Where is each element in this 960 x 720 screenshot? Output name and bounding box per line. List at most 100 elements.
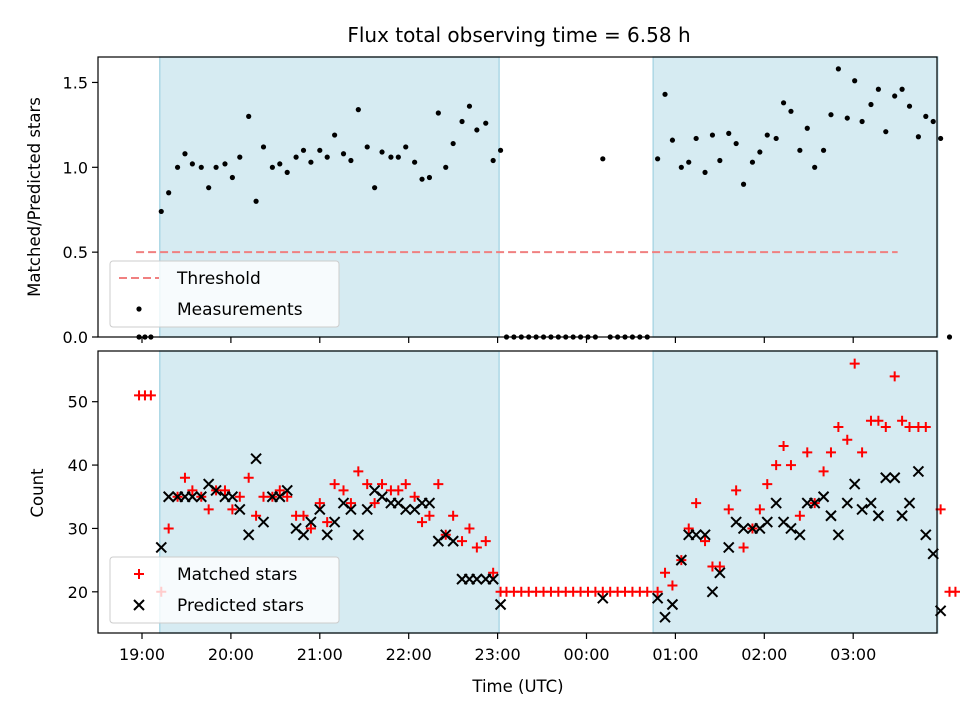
measurement-point	[923, 113, 929, 119]
predicted-stars-point	[903, 497, 916, 509]
measurement-point	[812, 164, 818, 170]
measurement-point	[332, 132, 338, 138]
measurement-point	[198, 164, 204, 170]
measurement-point	[459, 118, 465, 125]
matched-stars-point	[227, 504, 238, 515]
measurement-point	[686, 159, 692, 165]
measurement-point	[174, 164, 181, 170]
measurement-point	[844, 115, 850, 121]
measurement-point	[859, 118, 865, 125]
matched-stars-point	[714, 561, 725, 572]
matched-stars-point	[849, 358, 860, 369]
matched-stars-point	[400, 479, 411, 490]
measurement-point	[412, 159, 418, 165]
measurement-point	[426, 174, 433, 181]
matched-stars-point	[305, 523, 316, 534]
matched-stars-point	[322, 517, 333, 528]
predicted-stars-point	[423, 497, 436, 509]
matched-stars-point	[314, 498, 325, 509]
matched-stars-point	[842, 434, 853, 445]
legend-label: Matched stars	[177, 565, 297, 585]
measurement-point	[308, 159, 314, 165]
measurement-point	[284, 169, 290, 175]
matched-stars-point	[179, 472, 190, 483]
measurement-point	[395, 154, 401, 160]
matched-stars-point	[762, 479, 773, 490]
matched-stars-point	[362, 479, 373, 490]
x-tick-label: 01:00	[652, 645, 698, 664]
measurement-point	[222, 161, 228, 167]
predicted-stars-point	[155, 541, 167, 554]
x-tick-label: 23:00	[475, 645, 521, 664]
matched-stars-point	[825, 447, 836, 458]
predicted-stars-point	[210, 484, 222, 497]
predicted-stars-point	[494, 598, 507, 611]
predicted-stars-point	[487, 573, 499, 585]
measurement-point	[780, 100, 787, 106]
predicted-stars-point	[314, 503, 326, 516]
measurement-point	[930, 118, 936, 125]
measurement-point	[868, 101, 874, 108]
matched-stars-point	[258, 491, 269, 502]
matched-stars-point	[251, 510, 262, 521]
matched-stars-point	[329, 479, 340, 490]
predicted-stars-point	[361, 503, 373, 516]
matched-stars-point	[691, 498, 702, 509]
measurement-point	[403, 144, 409, 150]
bottom-legend: Matched stars Predicted stars	[109, 556, 340, 624]
predicted-stars-point	[242, 529, 255, 541]
measurement-point	[820, 147, 827, 153]
legend-label: Threshold	[176, 269, 261, 289]
measurement-point	[158, 208, 164, 215]
measurement-point	[702, 169, 708, 175]
legend-label: Predicted stars	[177, 596, 304, 616]
top-y-tick-label: 0.5	[63, 243, 88, 262]
matched-stars-point	[464, 523, 475, 534]
matched-stars-point	[904, 422, 915, 433]
predicted-stars-point	[920, 529, 932, 541]
measurement-point	[379, 149, 385, 155]
top-shaded-interval-2	[652, 56, 939, 338]
predicted-stars-point	[856, 503, 868, 516]
matched-stars-point	[243, 472, 254, 483]
matched-stars-point	[642, 586, 653, 597]
predicted-stars-point	[865, 497, 877, 509]
predicted-stars-point	[345, 503, 357, 516]
predicted-stars-point	[675, 554, 688, 566]
legend-box	[109, 556, 340, 624]
measurement-point	[474, 127, 480, 133]
x-tick-label: 02:00	[741, 645, 787, 664]
x-tick-label: 20:00	[208, 645, 254, 664]
measurement-point	[300, 147, 307, 153]
predicted-stars-point	[659, 611, 671, 623]
predicted-stars-point	[888, 472, 901, 484]
predicted-stars-point	[471, 573, 483, 585]
matched-stars-point	[409, 491, 420, 502]
measurement-point	[852, 78, 858, 84]
x-tick-label: 00:00	[563, 645, 609, 664]
measurement-point	[419, 176, 425, 182]
predicted-stars-point	[880, 472, 892, 484]
matched-stars-point	[457, 536, 468, 547]
measurement-point	[497, 147, 504, 153]
predicted-stars-point	[321, 529, 333, 541]
count-panel: 20 30 40 50 19:00 20:00 21:00 22:00 23:00 00:00 01…	[68, 350, 960, 664]
matched-stars-point	[480, 536, 491, 547]
measurement-point	[189, 161, 195, 167]
predicted-stars-point	[400, 503, 412, 516]
legend-label: Measurements	[177, 300, 303, 320]
matched-stars-point	[471, 542, 482, 553]
legend-matched-swatch	[134, 569, 144, 579]
matched-stars-point	[731, 485, 742, 496]
legend-box	[109, 260, 340, 328]
matched-stars-point	[950, 586, 960, 597]
measurement-point	[340, 151, 347, 157]
measurement-point	[740, 181, 747, 187]
measurement-point	[166, 190, 172, 196]
matched-stars-point	[889, 371, 900, 382]
predicted-stars-point	[841, 497, 853, 509]
bottom-y-tick-label: 20	[68, 583, 88, 602]
predicted-stars-point	[305, 516, 317, 528]
predicted-stars-point	[817, 491, 830, 503]
